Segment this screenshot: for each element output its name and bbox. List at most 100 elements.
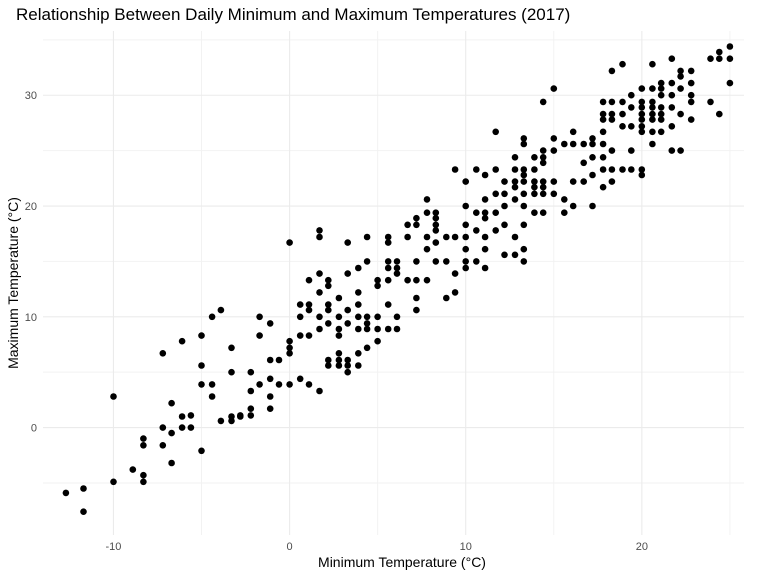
data-point — [256, 381, 263, 388]
data-point — [393, 325, 401, 333]
data-point — [247, 368, 255, 376]
data-point — [393, 270, 401, 277]
data-point — [443, 233, 450, 241]
data-point — [140, 435, 147, 442]
data-point — [286, 381, 293, 388]
data-point — [608, 110, 616, 118]
data-point — [344, 320, 352, 327]
chart-title: Relationship Between Daily Minimum and M… — [16, 5, 571, 24]
data-point — [208, 393, 216, 400]
data-point — [296, 301, 304, 308]
data-point — [374, 325, 381, 333]
data-point — [432, 239, 440, 246]
data-point — [168, 459, 175, 467]
data-point — [668, 91, 676, 99]
data-point — [561, 140, 568, 148]
data-point — [208, 313, 216, 321]
data-point — [481, 264, 489, 272]
data-point — [393, 264, 401, 272]
data-point — [335, 313, 343, 321]
data-point — [561, 196, 568, 203]
data-point — [335, 294, 343, 302]
data-point — [608, 166, 616, 173]
data-point — [531, 178, 538, 185]
data-point — [668, 104, 676, 111]
data-point — [668, 147, 676, 154]
data-point — [140, 471, 147, 479]
data-point — [520, 171, 528, 179]
data-point — [198, 332, 205, 339]
data-point — [335, 356, 343, 364]
data-point — [423, 276, 431, 284]
data-point — [413, 258, 420, 265]
data-point — [520, 140, 528, 148]
data-point — [423, 233, 431, 241]
data-point — [649, 85, 656, 92]
data-point — [462, 221, 470, 229]
data-point — [599, 116, 607, 123]
data-point — [619, 110, 626, 118]
data-point — [481, 209, 489, 216]
data-point — [296, 332, 304, 339]
data-point — [668, 123, 676, 130]
y-tick-label: 10 — [25, 312, 37, 324]
data-point — [481, 233, 489, 241]
x-tick-label: -10 — [105, 541, 121, 553]
x-axis-ticks: -10 0 10 20 — [105, 541, 647, 553]
data-point — [638, 123, 646, 130]
data-point — [599, 110, 607, 118]
data-point — [286, 344, 293, 352]
data-point — [393, 313, 401, 321]
data-point — [539, 178, 547, 185]
data-point — [363, 313, 371, 321]
data-point — [413, 276, 420, 284]
data-point — [649, 128, 656, 136]
data-point — [707, 98, 714, 106]
data-point — [520, 178, 528, 185]
data-point — [511, 178, 519, 185]
data-point — [168, 429, 175, 437]
data-point — [432, 209, 440, 216]
data-point — [520, 190, 528, 198]
data-point — [473, 209, 480, 216]
data-point — [178, 413, 186, 420]
data-point — [649, 98, 656, 106]
data-point — [481, 214, 489, 222]
data-point — [599, 154, 607, 161]
data-point — [305, 381, 313, 388]
data-point — [335, 332, 343, 339]
data-point — [657, 85, 665, 92]
data-point — [501, 202, 508, 210]
data-point — [511, 233, 519, 241]
data-point — [539, 147, 547, 154]
data-point — [286, 337, 293, 345]
data-point — [716, 48, 723, 56]
data-point — [384, 301, 392, 308]
data-point — [451, 270, 459, 277]
data-point — [432, 258, 440, 265]
data-point — [432, 221, 440, 229]
data-point — [520, 202, 528, 210]
data-point — [228, 344, 235, 352]
data-point — [462, 245, 470, 253]
data-point — [726, 43, 734, 50]
data-point — [355, 264, 362, 272]
data-point — [256, 332, 263, 339]
data-point — [569, 202, 577, 210]
data-point — [423, 209, 431, 216]
data-point — [520, 221, 528, 229]
data-point — [404, 276, 411, 284]
data-point — [256, 313, 263, 321]
data-point — [520, 258, 528, 265]
data-point — [628, 91, 635, 99]
data-point — [384, 276, 392, 284]
data-point — [501, 221, 508, 229]
data-point — [677, 110, 684, 118]
data-point — [305, 301, 313, 308]
data-point — [589, 171, 596, 179]
data-point — [355, 350, 362, 357]
data-point — [462, 233, 470, 241]
data-point — [363, 325, 371, 333]
data-point — [363, 233, 371, 241]
data-point — [335, 350, 343, 357]
